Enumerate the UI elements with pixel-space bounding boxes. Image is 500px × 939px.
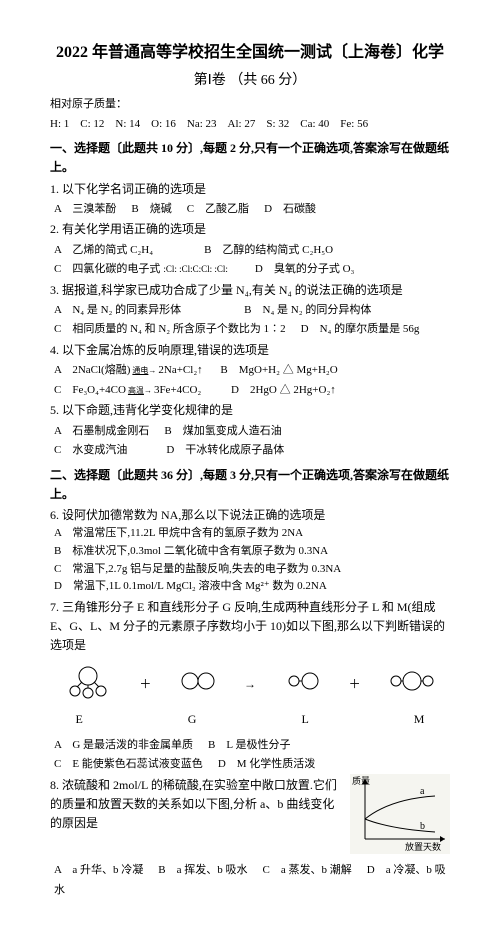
q4a-arrow: 通电→ (130, 366, 158, 375)
exam-title: 2022 年普通高等学校招生全国统一测试〔上海卷〕化学 (50, 40, 450, 66)
molecule-m-icon (387, 661, 437, 707)
q1-opt-a: A 三溴苯酚 (54, 203, 116, 215)
q7-opt-c: C E 能使紫色石蕊试液变蓝色 (54, 758, 203, 770)
molecule-l-icon (282, 661, 322, 707)
q3-stem: 3. 据报道,科学家已成功合成了少量 N₄,有关 N₄ 的说法正确的选项是 (50, 281, 450, 300)
chart-line-b-label: b (420, 821, 425, 832)
q3-opt-a: A N₄ 是 N₂ 的同素异形体 (54, 304, 181, 316)
mass-label: 相对原子质量： (50, 96, 450, 114)
q4-opt-c: C Fe₃O₄+4CO 高温→ 3Fe+4CO₂ (54, 384, 204, 396)
molecule-g-icon (178, 661, 218, 707)
q1-opt-b: B 烧碱 (131, 203, 171, 215)
q3-opt-b: B N₄ 是 N₂ 的同分异构体 (244, 304, 371, 316)
q8-opt-a: A a 升华、b 冷凝 (54, 864, 143, 876)
section1-header: 一、选择题〔此题共 10 分〕,每题 2 分,只有一个正确选项,答案涂写在做题纸… (50, 139, 450, 177)
q4-opt-b: B MgO+H₂ △ Mg+H₂O (220, 364, 337, 376)
q6-opt-a: A 常温常压下,11.2L 甲烷中含有的氢原子数为 2NA (54, 525, 450, 543)
mass-values: H: 1 C: 12 N: 14 O: 16 Na: 23 Al: 27 S: … (50, 116, 450, 134)
q5-opt-d: D 干冰转化成原子晶体 (166, 444, 284, 456)
label-m: M (414, 710, 425, 729)
q4c-post: 3Fe+4CO₂ (154, 384, 201, 396)
q2-opt-c: C 四氯化碳的电子式 (54, 263, 160, 275)
q1-opt-c: C 乙酸乙脂 (187, 203, 249, 215)
exam-subtitle: 第Ⅰ卷 （共 66 分） (50, 70, 450, 92)
chart-x-label: 放置天数 (405, 841, 441, 852)
q4c-pre: C Fe₃O₄+4CO (54, 384, 126, 396)
section2-header: 二、选择题〔此题共 36 分〕,每题 3 分,只有一个正确选项,答案涂写在做题纸… (50, 466, 450, 504)
q5-opt-b: B 煤加氢变成人造石油 (164, 425, 281, 437)
q6-stem: 6. 设阿伏加德常数为 NA,那么以下说法正确的选项是 (50, 506, 450, 525)
q8-chart: a b 质量 放置天数 (350, 774, 450, 860)
chart-line-a-label: a (420, 786, 425, 797)
q3-opt-c: C 相同质量的 N₄ 和 N₂ 所含原子个数比为 1∶2 (54, 323, 286, 335)
q7-opt-b: B L 是极性分子 (208, 739, 290, 751)
q2-stem: 2. 有关化学用语正确的选项是 (50, 220, 450, 239)
label-l: L (301, 710, 308, 729)
q4c-arrow: 高温→ (126, 386, 154, 395)
label-g: G (188, 710, 197, 729)
q5-stem: 5. 以下命题,违背化学变化规律的是 (50, 401, 450, 420)
q4a-pre: A 2NaCl(熔融) (54, 364, 130, 376)
q1-opt-d: D 石碳酸 (264, 203, 316, 215)
q7-diagram-row: ＋ → ＋ (50, 661, 450, 707)
q3-opt-d: D N₄ 的摩尔质量是 56g (301, 323, 420, 335)
subtitle-left: 第Ⅰ卷 (194, 73, 226, 88)
q5-opt-a: A 石墨制成金刚石 (54, 425, 149, 437)
molecule-e-icon (63, 661, 113, 707)
plus1: ＋ (139, 675, 151, 694)
q7-stem: 7. 三角锥形分子 E 和直线形分子 G 反响,生成两种直线形分子 L 和 M(… (50, 598, 450, 656)
chart-y-label: 质量 (352, 775, 370, 786)
q8-opt-c: C a 蒸发、b 潮解 (263, 864, 352, 876)
q4-opt-a: A 2NaCl(熔融) 通电→ 2Na+Cl₂↑ (54, 364, 205, 376)
q4a-post: 2Na+Cl₂↑ (158, 364, 202, 376)
q2-opt-a: A 乙烯的简式 C₂H₄ (54, 244, 153, 256)
plus2: ＋ (349, 675, 361, 694)
q6-opt-b: B 标准状况下,0.3mol 二氧化硫中含有氧原子数为 0.3NA (54, 543, 450, 561)
arrow-icon: → (244, 675, 256, 694)
q6-opt-d: D 常温下,1L 0.1mol/L MgCl₂ 溶液中含 Mg²⁺ 数为 0.2… (54, 578, 450, 596)
q7-opt-d: D M 化学性质活泼 (218, 758, 315, 770)
q2-opt-b: B 乙醇的结构简式 C₂H₅O (204, 244, 333, 256)
ccl4-structure-icon: :Cl: :Cl:C:Cl: :Cl: (163, 264, 228, 274)
q2-opt-d: D 臭氧的分子式 O₃ (255, 263, 354, 275)
q6-opt-c: C 常温下,2.7g 铝与足量的盐酸反响,失去的电子数为 0.3NA (54, 561, 450, 579)
q5-opt-c: C 水变成汽油 (54, 444, 127, 456)
q7-opt-a: A G 是最活泼的非金属单质 (54, 739, 193, 751)
q1-stem: 1. 以下化学名词正确的选项是 (50, 180, 450, 199)
q4-opt-d: D 2HgO △ 2Hg+O₂↑ (231, 384, 336, 396)
subtitle-right: （共 66 分） (229, 73, 306, 88)
label-e: E (75, 710, 82, 729)
q4-stem: 4. 以下金属冶炼的反响原理,错误的选项是 (50, 341, 450, 360)
q8-opt-b: B a 挥发、b 吸水 (158, 864, 247, 876)
